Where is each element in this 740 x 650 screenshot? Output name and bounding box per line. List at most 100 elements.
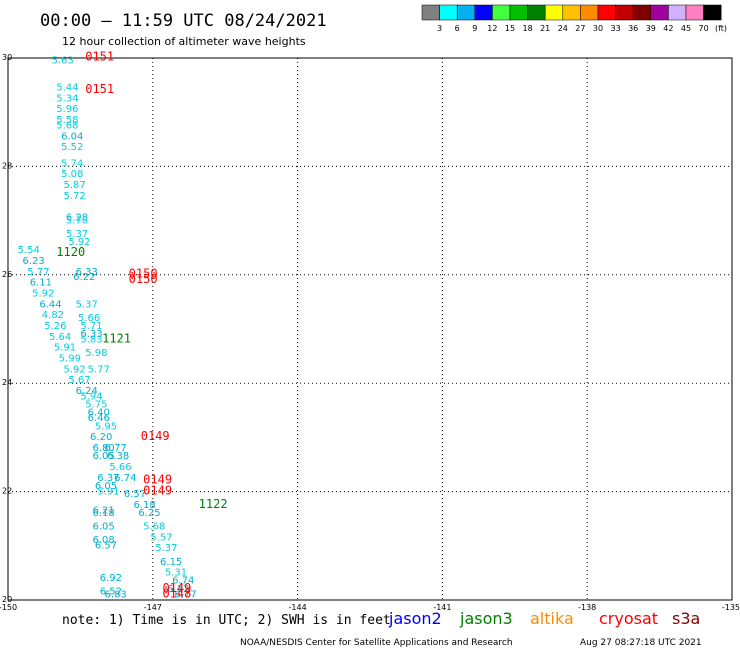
- pass-time-label: 0151: [85, 82, 114, 96]
- pass-time-label: 0149: [141, 429, 170, 443]
- plot-frame: [7, 57, 733, 601]
- swh-value-label: 5.78: [66, 215, 88, 226]
- swh-value-label: 6.92: [100, 573, 122, 584]
- swh-value-label: 5.77: [88, 364, 110, 375]
- pass-time-label: 0150: [129, 267, 158, 281]
- swh-value-label: 6.77: [105, 443, 127, 454]
- colorbar-label: 24: [558, 24, 568, 33]
- colorbar-label: 6: [455, 24, 460, 33]
- y-tick-label: 28: [2, 161, 12, 170]
- pass-time-label: 0149: [162, 581, 191, 595]
- swh-value-label: 5.96: [56, 104, 78, 115]
- swh-value-label: 5.66: [78, 313, 100, 324]
- pass-time-label: 0151: [85, 50, 114, 64]
- swh-value-label: 6.40: [88, 408, 110, 419]
- pass-time-label: 0149: [143, 472, 172, 486]
- colorbar-swatch: [580, 4, 599, 21]
- swh-value-label: 6.80: [92, 443, 114, 454]
- swh-value-label: 5.31: [165, 568, 187, 579]
- x-tick-label: -150: [0, 603, 17, 612]
- swh-value-label: 6.33: [76, 267, 98, 278]
- timestamp-text: Aug 27 08:27:18 UTC 2021: [580, 638, 702, 648]
- swh-value-label: 5.98: [85, 348, 107, 359]
- colorbar-label: 27: [575, 24, 585, 33]
- colorbar-swatch: [509, 4, 528, 21]
- swh-value-label: 6.25: [138, 508, 160, 519]
- swh-value-label: 6.38: [107, 451, 129, 462]
- colorbar-label: 9: [472, 24, 477, 33]
- swh-value-label: 6.21: [92, 505, 114, 516]
- colorbar-swatch: [439, 4, 458, 21]
- colorbar-label: 33: [611, 24, 621, 33]
- swh-value-label: 5.37: [76, 299, 98, 310]
- swh-value-label: 5.74: [61, 158, 83, 169]
- grid-lines: [8, 58, 732, 600]
- x-tick-label: -144: [289, 603, 307, 612]
- swh-value-label: 6.05: [95, 481, 117, 492]
- colorbar-swatch: [492, 4, 511, 21]
- chart-title: 00:00 – 11:59 UTC 08/24/2021: [40, 11, 327, 31]
- swh-value-label: 6.77: [175, 589, 197, 600]
- swh-value-label: 6.44: [39, 299, 61, 310]
- swh-value-label: 5.92: [68, 237, 90, 248]
- swh-value-label: 5.92: [64, 364, 86, 375]
- swh-value-label: 6.18: [92, 508, 114, 519]
- y-tick-label: 26: [2, 270, 12, 279]
- y-tick-label: 20: [2, 595, 12, 604]
- mission-legend-s3a: s3a: [672, 609, 700, 628]
- swh-value-label: 5.44: [56, 83, 78, 94]
- swh-value-label: 5.58: [56, 115, 78, 126]
- y-tick-label: 30: [2, 53, 12, 62]
- swh-value-label: 5.63: [51, 55, 73, 66]
- colorbar-label: 45: [681, 24, 691, 33]
- colorbar-swatch: [650, 4, 669, 21]
- colorbar-swatch: [562, 4, 581, 21]
- swh-value-label: 6.08: [92, 535, 114, 546]
- colorbar-swatch: [668, 4, 687, 21]
- swh-value-label: 6.11: [30, 278, 52, 289]
- colorbar-label: 70: [699, 24, 709, 33]
- swh-value-label: 6.74: [172, 576, 194, 587]
- swh-value-label: 5.67: [68, 375, 90, 386]
- data-points: 5.635.445.345.965.585.686.045.525.745.08…: [18, 55, 197, 600]
- colorbar-swatch: [632, 4, 652, 21]
- x-tick-label: -135: [722, 603, 740, 612]
- swh-value-label: 6.20: [90, 432, 112, 443]
- mission-legend-altika: altika: [530, 609, 574, 628]
- swh-value-label: 6.23: [22, 256, 44, 267]
- swh-value-label: 5.54: [18, 245, 40, 256]
- pass-time-label: 0149: [143, 483, 172, 497]
- pass-time-label: 1120: [56, 245, 85, 259]
- swh-value-label: 5.75: [85, 400, 107, 411]
- swh-value-label: 5.57: [150, 532, 172, 543]
- axis-ticks: -150 -147 -144 -141 -138 -135 20 22 24 26 28 30: [0, 53, 740, 612]
- colorbar-swatch: [544, 4, 564, 21]
- colorbar-label: 36: [628, 24, 638, 33]
- swh-value-label: 6.46: [88, 413, 110, 424]
- swh-value-label: 6.74: [114, 473, 136, 484]
- swh-value-label: 5.26: [44, 321, 66, 332]
- colorbar-unit: (ft): [715, 24, 727, 33]
- colorbar-swatch: [421, 4, 440, 21]
- swh-value-label: 6.57: [124, 489, 146, 500]
- swh-value-label: 6.04: [61, 131, 83, 142]
- swh-value-label: 5.52: [61, 142, 83, 153]
- pass-time-label: 1122: [199, 497, 228, 511]
- x-tick-label: -141: [433, 603, 451, 612]
- swh-value-label: 5.71: [80, 321, 102, 332]
- swh-value-label: 6.05: [92, 522, 114, 533]
- swh-value-label: 5.37: [66, 229, 88, 240]
- swh-value-label: 5.68: [56, 120, 78, 131]
- swh-value-label: 5.64: [49, 332, 71, 343]
- swh-value-label: 5.08: [61, 169, 83, 180]
- colorbar-label: 30: [593, 24, 603, 33]
- pass-labels: 0151015111200150015011210149014901491122…: [56, 50, 227, 601]
- colorbar-label: 18: [523, 24, 533, 33]
- colorbar-swatch: [615, 4, 634, 21]
- swh-value-label: 5.99: [59, 354, 81, 365]
- y-tick-label: 22: [2, 487, 12, 496]
- swh-value-label: 6.18: [133, 500, 155, 511]
- pass-time-label: 0150: [129, 272, 158, 286]
- swh-value-label: 6.24: [76, 386, 98, 397]
